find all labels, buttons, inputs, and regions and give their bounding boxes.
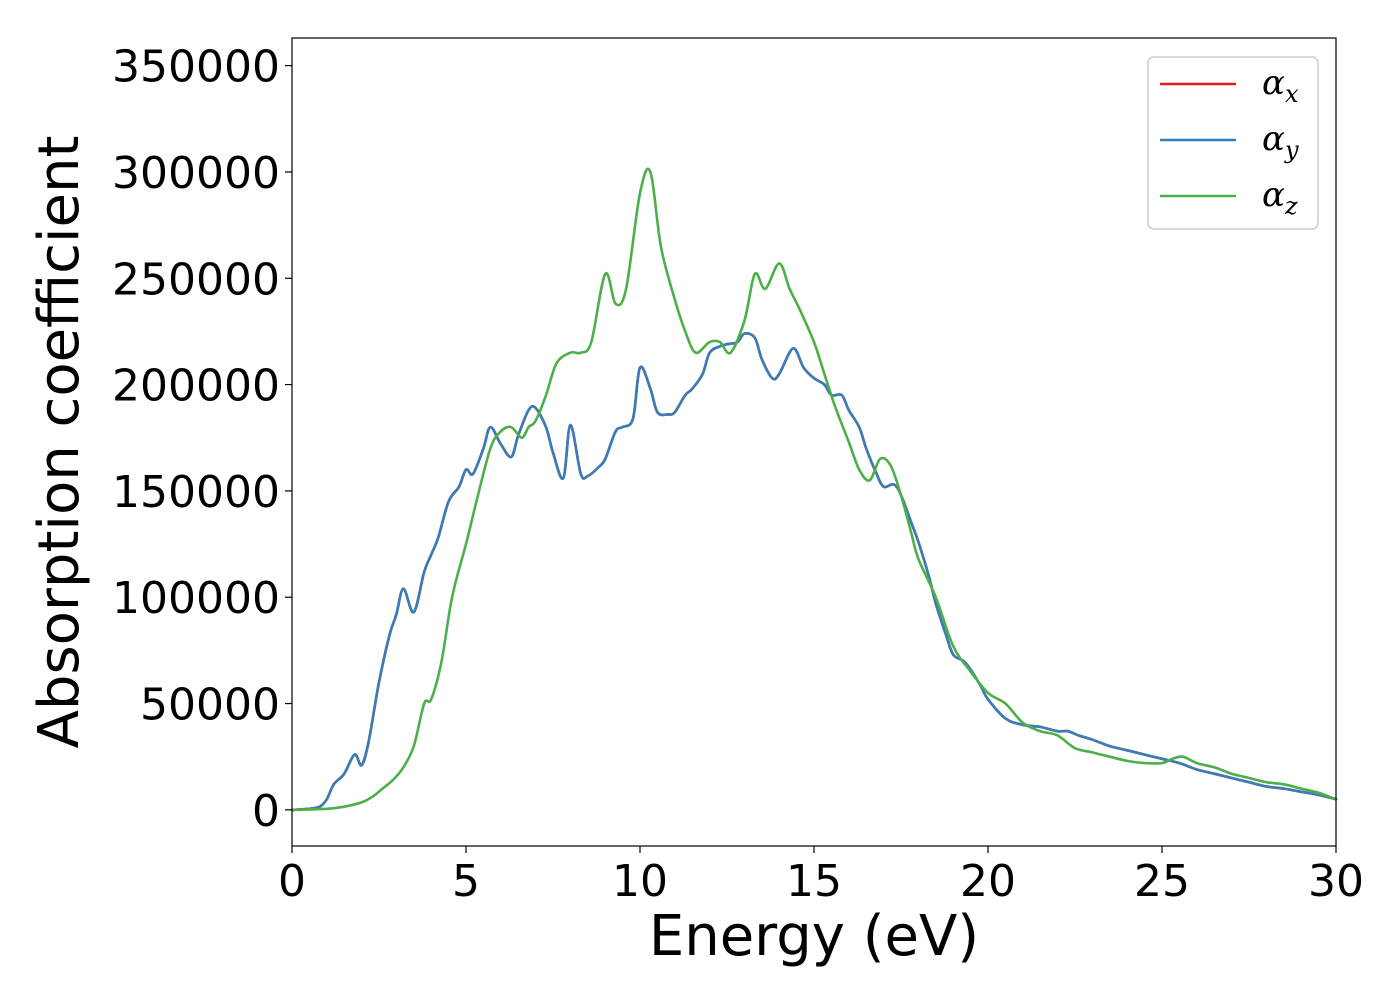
x-tick-label: 30 — [1308, 856, 1364, 907]
y-tick-label: 150000 — [112, 467, 280, 518]
x-tick-label: 15 — [786, 856, 842, 907]
legend-label-1: αy — [1262, 119, 1299, 164]
y-tick-label: 200000 — [112, 361, 280, 412]
x-axis: 0 5 10 15 20 25 30 — [278, 846, 1364, 907]
series-layer — [290, 167, 1338, 812]
series-line-1 — [290, 332, 1338, 812]
y-axis: 0 50000 100000 150000 200000 250000 300000 3500… — [112, 42, 292, 837]
y-tick-label: 50000 — [140, 680, 280, 731]
y-axis-label: Absorption coefficient — [27, 136, 92, 749]
y-tick-label: 100000 — [112, 573, 280, 624]
y-tick-label: 0 — [252, 786, 280, 837]
y-tick-label: 250000 — [112, 254, 280, 305]
x-axis-label: Energy (eV) — [649, 904, 979, 969]
legend-box — [1147, 56, 1319, 230]
x-tick-label: 20 — [960, 856, 1016, 907]
y-tick-label: 350000 — [112, 42, 280, 93]
x-tick-label: 25 — [1134, 856, 1190, 907]
x-tick-label: 10 — [612, 856, 668, 907]
y-tick-label: 300000 — [112, 148, 280, 199]
x-tick-label: 0 — [278, 856, 306, 907]
series-line-2 — [290, 167, 1338, 812]
x-tick-label: 5 — [452, 856, 480, 907]
